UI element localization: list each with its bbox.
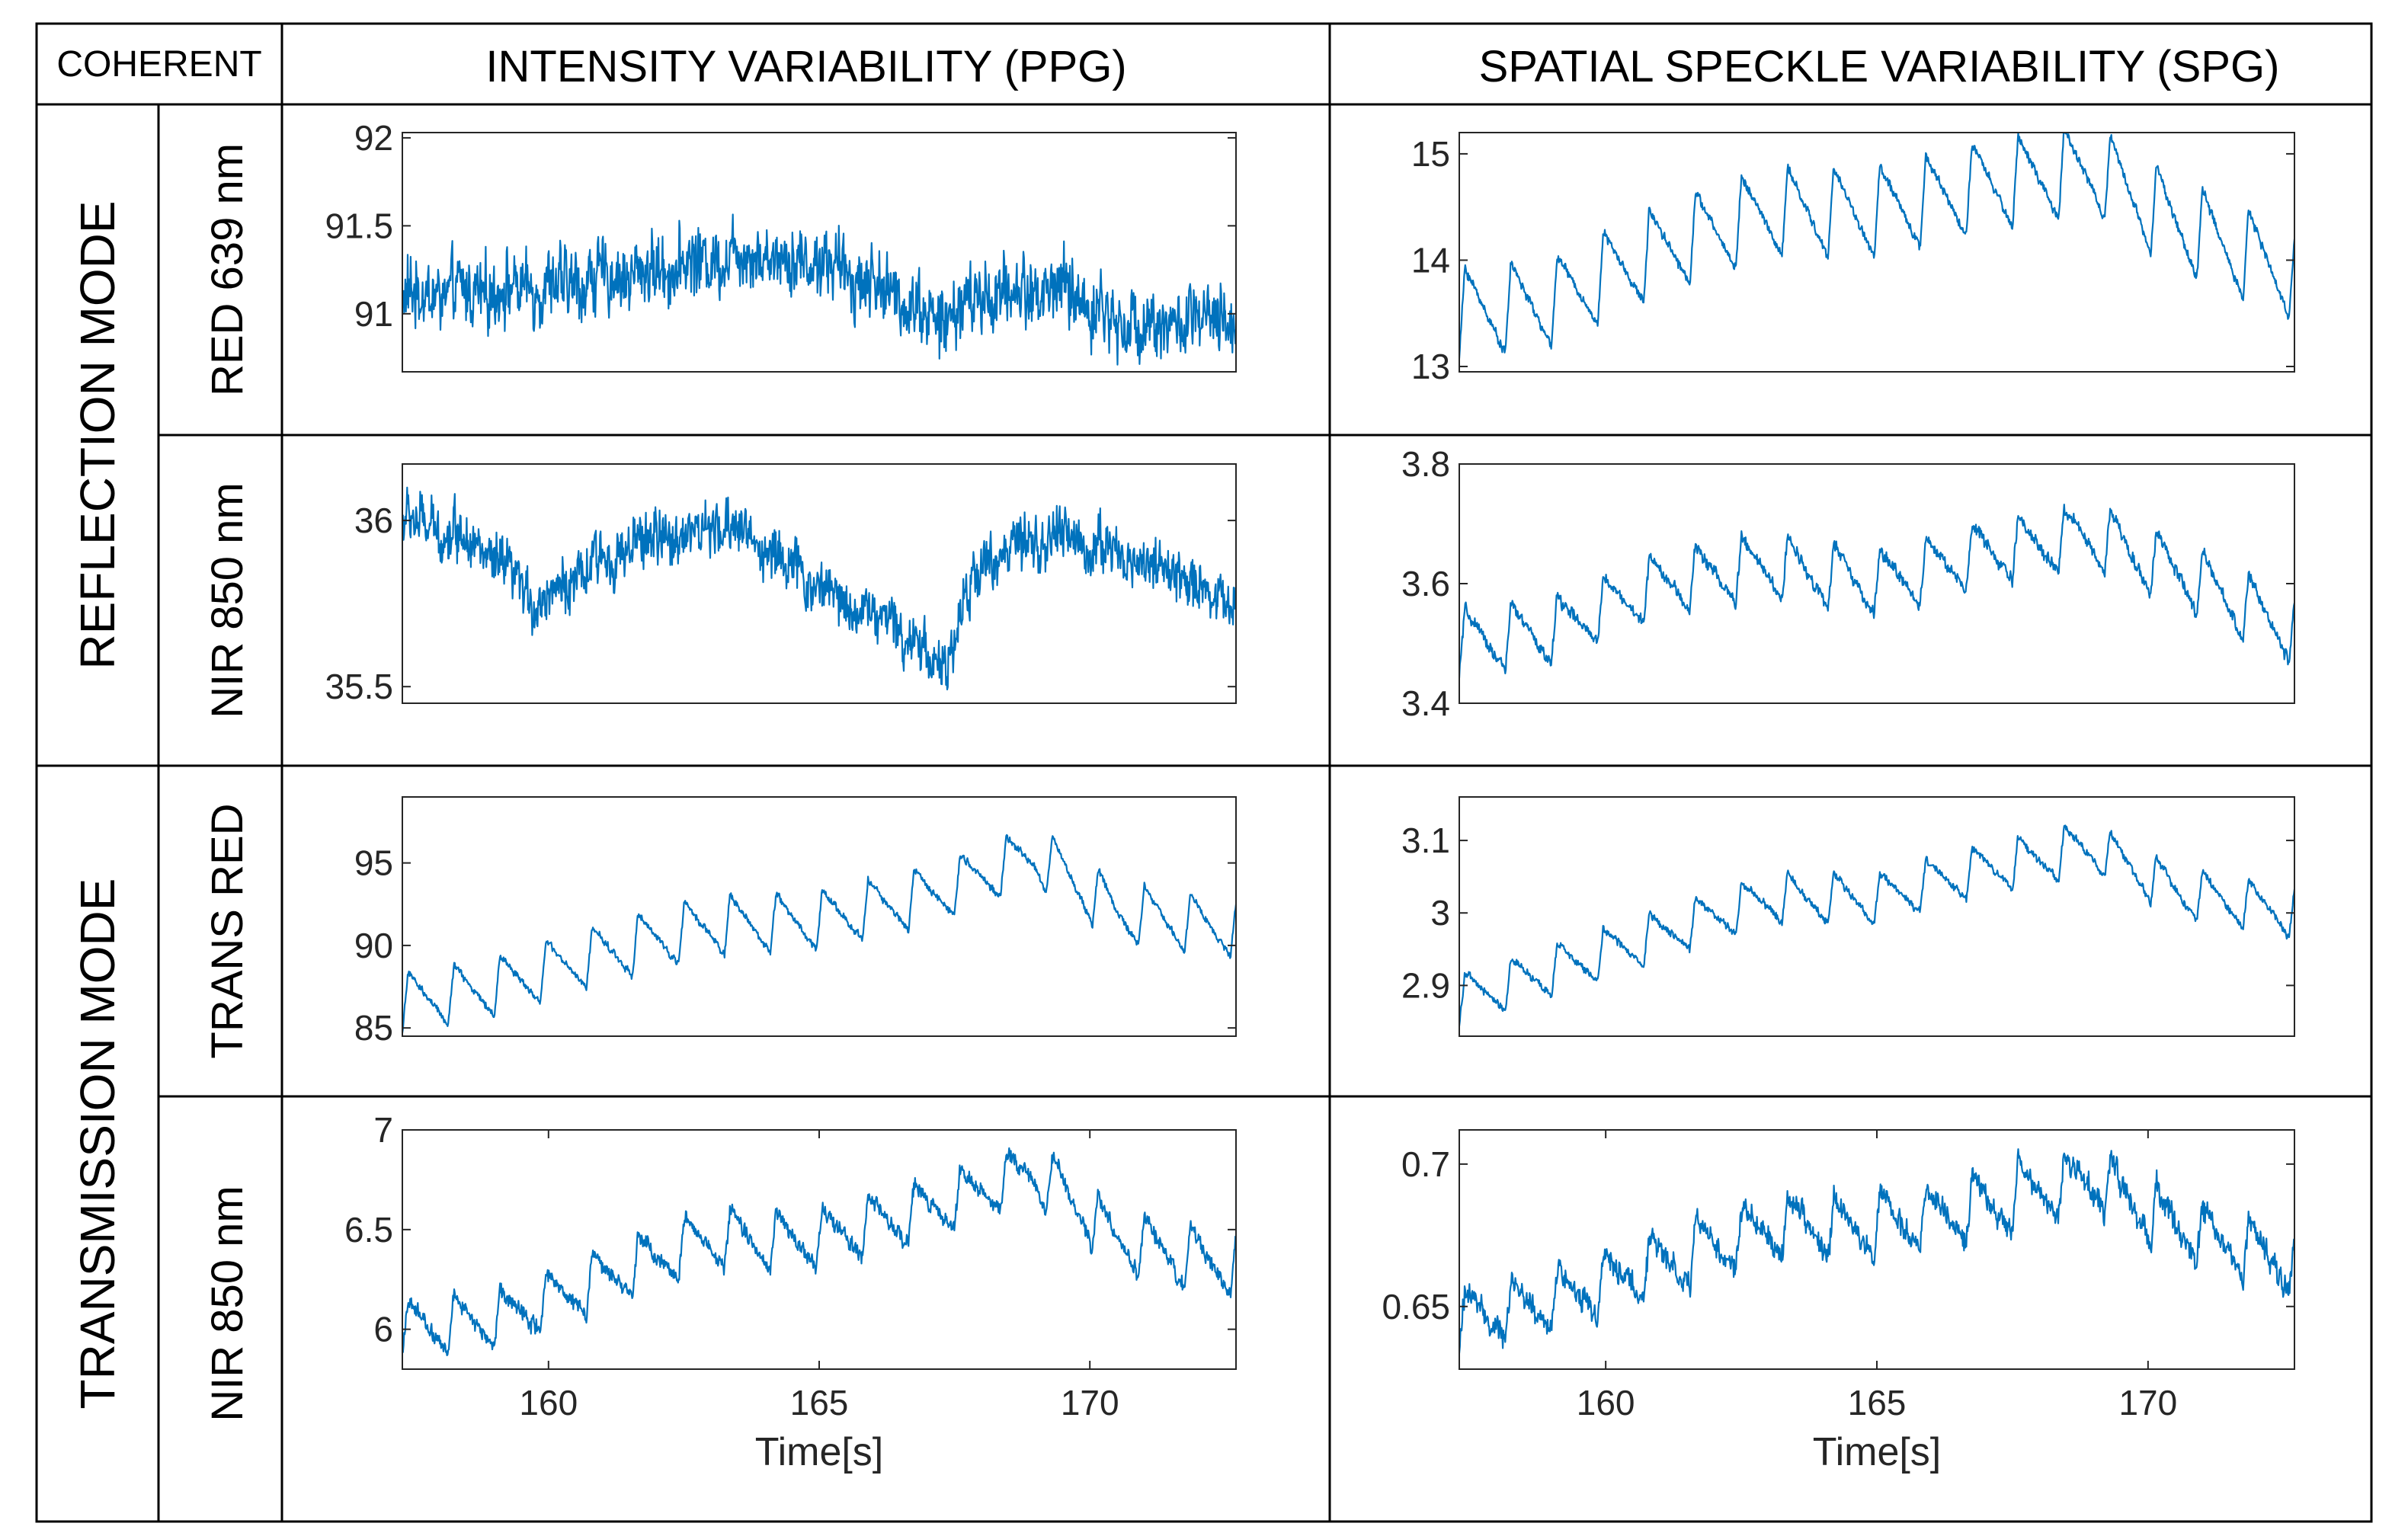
ppg-transmission-nir-xtick-label: 165 — [790, 1383, 849, 1422]
table-border — [35, 22, 2373, 1523]
ppg-transmission-nir-xtick-label: 170 — [1061, 1383, 1119, 1422]
ppg-transmission-nir-ytick-label: 6.5 — [344, 1210, 393, 1250]
ppg-transmission-nir-xlabel: Time[s] — [755, 1430, 884, 1474]
ppg-reflection-red-ytick-label: 91.5 — [325, 206, 393, 245]
spg-transmission-nir-xtick-label: 170 — [2118, 1383, 2177, 1422]
ppg-reflection-red-axes-frame — [402, 132, 1237, 373]
row-label-nir-850-reflection: NIR 850 nm — [203, 482, 252, 718]
ppg-reflection-red-ytick-label: 92 — [354, 118, 393, 158]
ppg-reflection-nir-ytick-label: 36 — [354, 501, 393, 540]
ppg-transmission-nir-series-line — [402, 1147, 1236, 1356]
ppg-transmission-nir-ytick-label: 6 — [373, 1310, 393, 1349]
row-label-trans-red: TRANS RED — [203, 803, 252, 1058]
ppg-reflection-nir-series-line — [402, 486, 1236, 691]
spg-reflection-red-ytick-label: 13 — [1411, 347, 1450, 386]
ppg-transmission-nir-xtick-label: 160 — [519, 1383, 578, 1422]
spg-reflection-nir-series-line — [1459, 504, 2294, 679]
spg-reflection-nir-ytick-label: 3.6 — [1401, 564, 1450, 603]
spg-reflection-nir-ytick-label: 3.4 — [1401, 683, 1450, 723]
spg-transmission-nir-ytick-label: 0.65 — [1382, 1287, 1450, 1326]
ppg-reflection-red-panel: 91 91.5 92 — [325, 118, 1237, 373]
ppg-transmission-red-series-line — [402, 834, 1236, 1034]
spg-transmission-nir-axes-frame — [1459, 1129, 2295, 1370]
column-header-ppg: INTENSITY VARIABILITY (PPG) — [485, 42, 1126, 91]
spg-transmission-red-ytick-label: 3.1 — [1401, 821, 1450, 860]
spg-transmission-red-series-line — [1459, 824, 2294, 1027]
spg-reflection-nir-panel: 3.4 3.6 3.8 — [1401, 444, 2295, 723]
chart-panels: 91 91.5 92 13 14 15 35.5 36 3.4 3.6 3.8 85 90 95 2.9 3 3… — [325, 118, 2295, 1474]
ppg-reflection-nir-panel: 35.5 36 — [325, 463, 1237, 706]
ppg-transmission-red-ytick-label: 95 — [354, 843, 393, 883]
column-header-spg: SPATIAL SPECKLE VARIABILITY (SPG) — [1479, 42, 2280, 91]
spg-reflection-red-series-line — [1459, 133, 2294, 360]
corner-label: COHERENT — [56, 44, 261, 85]
spg-transmission-nir-xlabel: Time[s] — [1813, 1430, 1942, 1474]
ppg-transmission-red-panel: 85 90 95 — [354, 796, 1237, 1048]
spg-transmission-nir-xtick-label: 160 — [1577, 1383, 1635, 1422]
spg-reflection-red-ytick-label: 14 — [1411, 240, 1450, 280]
spg-transmission-red-panel: 2.9 3 3.1 — [1401, 796, 2295, 1037]
ppg-transmission-red-ytick-label: 90 — [354, 926, 393, 965]
spg-reflection-red-ytick-label: 15 — [1411, 134, 1450, 174]
ppg-transmission-red-axes-frame — [402, 796, 1237, 1037]
spg-transmission-red-ytick-label: 3 — [1430, 893, 1450, 933]
spg-reflection-nir-ytick-label: 3.8 — [1401, 444, 1450, 484]
spg-reflection-red-axes-frame — [1459, 132, 2295, 373]
spg-reflection-red-panel: 13 14 15 — [1411, 132, 2295, 386]
ppg-reflection-nir-axes-frame — [402, 463, 1237, 704]
spg-transmission-red-ytick-label: 2.9 — [1401, 965, 1450, 1005]
ppg-transmission-nir-panel: 6 6.5 7 160 165 170 Time[s] — [344, 1110, 1237, 1474]
ppg-transmission-nir-ytick-label: 7 — [373, 1110, 393, 1150]
spg-transmission-red-axes-frame — [1459, 796, 2295, 1037]
ppg-transmission-nir-axes-frame — [402, 1129, 1237, 1370]
table-grid — [35, 22, 2373, 1523]
row-label-red-639: RED 639 nm — [203, 143, 252, 396]
ppg-reflection-red-series-line — [402, 213, 1236, 366]
spg-transmission-nir-xtick-label: 165 — [1848, 1383, 1907, 1422]
spg-transmission-nir-ytick-label: 0.7 — [1401, 1144, 1450, 1184]
ppg-reflection-red-ytick-label: 91 — [354, 294, 393, 334]
row-label-nir-850-transmission: NIR 850 nm — [203, 1186, 252, 1421]
ppg-transmission-red-ytick-label: 85 — [354, 1008, 393, 1048]
spg-transmission-nir-series-line — [1459, 1148, 2294, 1355]
ppg-reflection-nir-ytick-label: 35.5 — [325, 667, 393, 706]
spg-transmission-nir-panel: 0.65 0.7 160 165 170 Time[s] — [1382, 1129, 2295, 1474]
mode-label-reflection: REFLECTION MODE — [70, 200, 125, 669]
mode-label-transmission: TRANSMISSION MODE — [70, 878, 125, 1410]
